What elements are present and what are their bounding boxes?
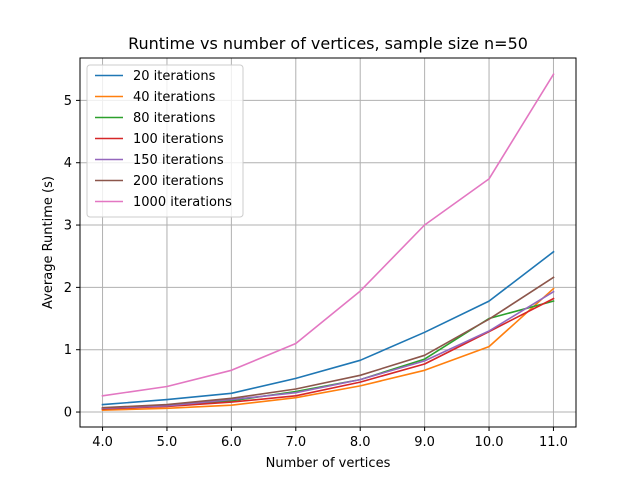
grid — [80, 58, 576, 427]
x-tick-label: 6.0 — [221, 435, 242, 450]
legend-label: 200 iterations — [133, 174, 224, 189]
y-tick-label: 4 — [64, 156, 72, 171]
legend-label: 1000 iterations — [133, 195, 232, 210]
x-axis-ticks: 4.0 5.0 6.0 7.0 8.0 9.0 10.0 11.0 — [92, 427, 568, 450]
legend: 20 iterations 40 iterations 80 iterations 1… — [86, 64, 244, 218]
legend-label: 100 iterations — [133, 132, 224, 147]
legend-label: 80 iterations — [133, 111, 216, 126]
plot-frame — [79, 57, 577, 428]
x-tick-label: 4.0 — [92, 435, 113, 450]
x-tick-label: 8.0 — [350, 435, 371, 450]
x-tick-label: 11.0 — [539, 435, 568, 450]
series-line — [101, 73, 555, 397]
x-tick-label: 9.0 — [414, 435, 435, 450]
legend-label: 40 iterations — [133, 90, 216, 105]
series-line — [101, 297, 555, 410]
legend-label: 150 iterations — [133, 153, 224, 168]
series-line — [101, 250, 555, 406]
y-tick-label: 3 — [64, 219, 72, 234]
legend-label: 20 iterations — [133, 69, 216, 84]
y-tick-label: 0 — [64, 406, 72, 421]
y-axis-label: Average Runtime (s) — [41, 176, 56, 309]
y-axis-ticks: 0 1 2 3 4 5 — [64, 94, 80, 421]
legend-box — [86, 64, 244, 218]
x-tick-label: 7.0 — [285, 435, 306, 450]
x-tick-label: 10.0 — [475, 435, 504, 450]
x-axis-label: Number of vertices — [266, 456, 391, 471]
series-lines — [101, 73, 555, 412]
y-tick-label: 1 — [64, 343, 72, 358]
y-tick-label: 5 — [64, 94, 72, 109]
chart-title: Runtime vs number of vertices, sample si… — [128, 34, 528, 53]
y-tick-label: 2 — [64, 281, 72, 296]
series-line — [101, 276, 555, 409]
series-line — [101, 290, 555, 410]
series-line — [101, 287, 555, 412]
x-tick-label: 5.0 — [157, 435, 178, 450]
